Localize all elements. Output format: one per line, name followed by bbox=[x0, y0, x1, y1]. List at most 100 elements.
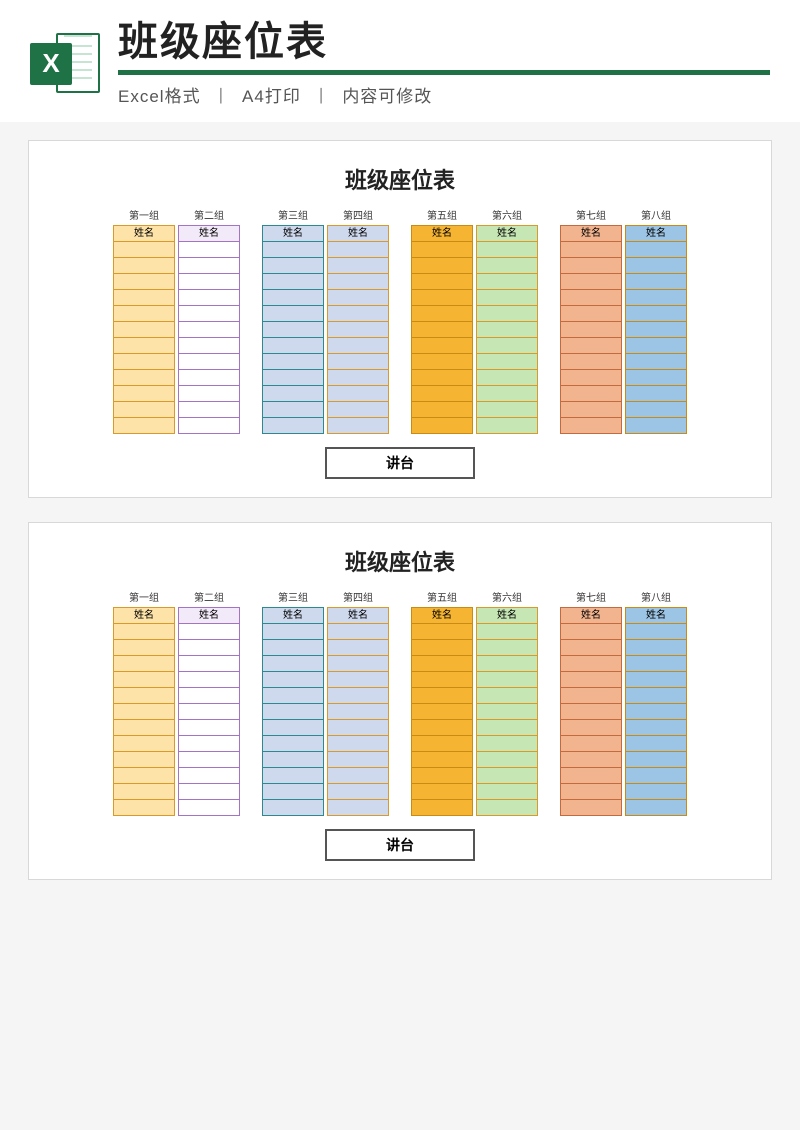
seat-cell bbox=[327, 655, 389, 672]
seat-cell bbox=[178, 639, 240, 656]
group-column: 第五组姓名 bbox=[411, 207, 473, 433]
seat-cell bbox=[625, 719, 687, 736]
seat-cell bbox=[560, 417, 622, 434]
seat-cell bbox=[476, 639, 538, 656]
seat-cell bbox=[560, 241, 622, 258]
seat-cell bbox=[476, 719, 538, 736]
seat-cell bbox=[625, 671, 687, 688]
group-label: 第一组 bbox=[113, 207, 175, 222]
seat-cell bbox=[327, 337, 389, 354]
seating-chart-paper: 班级座位表第一组姓名第二组姓名第三组姓名第四组姓名第五组姓名第六组姓名第七组姓名… bbox=[28, 140, 772, 498]
seat-cell bbox=[113, 401, 175, 418]
seat-cell bbox=[560, 735, 622, 752]
group-label: 第八组 bbox=[625, 207, 687, 222]
name-header-cell: 姓名 bbox=[625, 607, 687, 624]
seat-cell bbox=[327, 735, 389, 752]
seat-cell bbox=[178, 751, 240, 768]
name-header-cell: 姓名 bbox=[476, 225, 538, 242]
seat-cell bbox=[262, 751, 324, 768]
seat-cell bbox=[178, 241, 240, 258]
name-header-cell: 姓名 bbox=[113, 607, 175, 624]
paper-container: 班级座位表第一组姓名第二组姓名第三组姓名第四组姓名第五组姓名第六组姓名第七组姓名… bbox=[0, 122, 800, 922]
seat-cell bbox=[625, 369, 687, 386]
seat-cell bbox=[178, 337, 240, 354]
seat-cell bbox=[262, 385, 324, 402]
seat-cell bbox=[262, 257, 324, 274]
seat-cell bbox=[178, 783, 240, 800]
seat-cell bbox=[178, 735, 240, 752]
seat-cell bbox=[411, 321, 473, 338]
name-header-cell: 姓名 bbox=[327, 225, 389, 242]
seat-cell bbox=[476, 751, 538, 768]
seat-cell bbox=[113, 671, 175, 688]
seat-cell bbox=[113, 289, 175, 306]
seat-cell bbox=[327, 687, 389, 704]
seat-cell bbox=[625, 385, 687, 402]
seat-cell bbox=[113, 767, 175, 784]
seat-cell bbox=[411, 719, 473, 736]
seat-cell bbox=[411, 257, 473, 274]
group-label: 第六组 bbox=[476, 207, 538, 222]
group-pair: 第七组姓名第八组姓名 bbox=[560, 207, 687, 433]
seat-cell bbox=[262, 401, 324, 418]
name-header-cell: 姓名 bbox=[327, 607, 389, 624]
seat-cell bbox=[625, 751, 687, 768]
seat-cell bbox=[625, 273, 687, 290]
seat-cell bbox=[327, 799, 389, 816]
seat-cell bbox=[178, 655, 240, 672]
seat-cell bbox=[113, 337, 175, 354]
seat-cell bbox=[411, 289, 473, 306]
seat-cell bbox=[327, 257, 389, 274]
seat-cell bbox=[178, 767, 240, 784]
seat-cell bbox=[327, 353, 389, 370]
seat-cell bbox=[262, 321, 324, 338]
group-column: 第五组姓名 bbox=[411, 589, 473, 815]
group-pair: 第一组姓名第二组姓名 bbox=[113, 207, 240, 433]
seat-cell bbox=[113, 687, 175, 704]
seat-cell bbox=[411, 353, 473, 370]
group-label: 第一组 bbox=[113, 589, 175, 604]
seat-cell bbox=[113, 257, 175, 274]
seat-cell bbox=[113, 385, 175, 402]
seat-cell bbox=[560, 639, 622, 656]
separator: 丨 bbox=[313, 87, 331, 106]
seat-cell bbox=[178, 799, 240, 816]
seat-cell bbox=[113, 353, 175, 370]
seat-cell bbox=[476, 337, 538, 354]
seat-cell bbox=[411, 655, 473, 672]
seat-cell bbox=[560, 623, 622, 640]
seat-cell bbox=[411, 639, 473, 656]
seat-cell bbox=[560, 321, 622, 338]
name-header-cell: 姓名 bbox=[411, 607, 473, 624]
seat-cell bbox=[178, 257, 240, 274]
seat-cell bbox=[476, 655, 538, 672]
seat-cell bbox=[476, 289, 538, 306]
group-column: 第三组姓名 bbox=[262, 207, 324, 433]
group-column: 第四组姓名 bbox=[327, 589, 389, 815]
seat-cell bbox=[178, 273, 240, 290]
seat-cell bbox=[476, 767, 538, 784]
seat-cell bbox=[560, 783, 622, 800]
seat-cell bbox=[625, 289, 687, 306]
name-header-cell: 姓名 bbox=[262, 607, 324, 624]
name-header-cell: 姓名 bbox=[411, 225, 473, 242]
seat-cell bbox=[476, 623, 538, 640]
seat-cell bbox=[327, 289, 389, 306]
group-label: 第四组 bbox=[327, 207, 389, 222]
group-column: 第三组姓名 bbox=[262, 589, 324, 815]
seat-cell bbox=[113, 369, 175, 386]
seat-cell bbox=[411, 783, 473, 800]
seat-cell bbox=[560, 655, 622, 672]
name-header-cell: 姓名 bbox=[262, 225, 324, 242]
seat-cell bbox=[560, 385, 622, 402]
seat-cell bbox=[327, 639, 389, 656]
seat-cell bbox=[262, 655, 324, 672]
group-column: 第七组姓名 bbox=[560, 207, 622, 433]
podium: 讲台 bbox=[325, 447, 475, 479]
seat-cell bbox=[411, 751, 473, 768]
seat-cell bbox=[178, 353, 240, 370]
seat-cell bbox=[411, 799, 473, 816]
seat-cell bbox=[476, 783, 538, 800]
sub-part-3: 内容可修改 bbox=[342, 87, 432, 106]
seat-cell bbox=[560, 703, 622, 720]
